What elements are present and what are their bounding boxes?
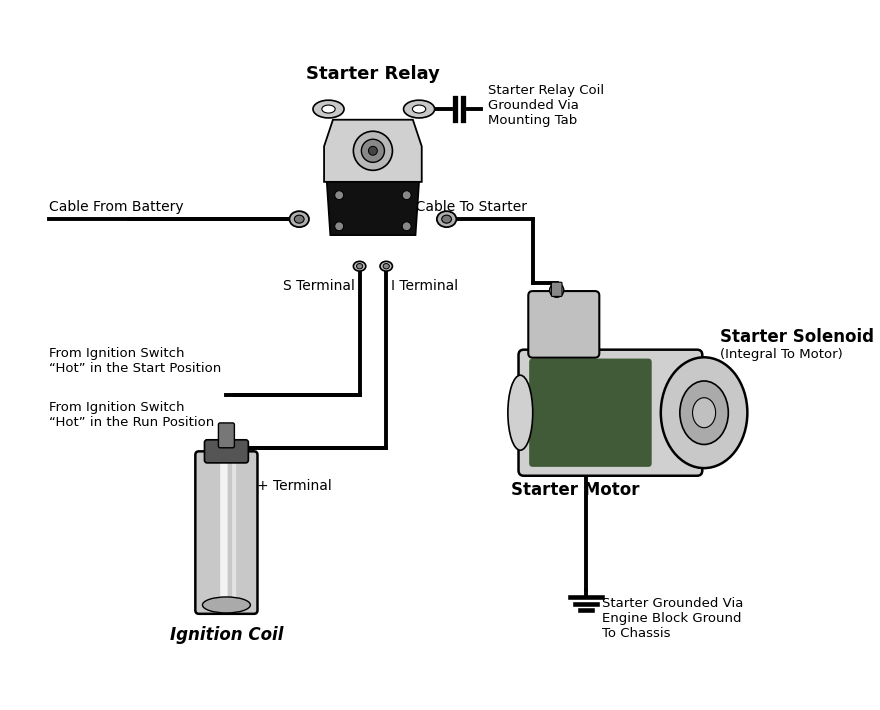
Ellipse shape [508, 375, 532, 450]
Ellipse shape [294, 215, 304, 223]
Text: Ignition Coil: Ignition Coil [170, 626, 283, 644]
FancyBboxPatch shape [220, 459, 228, 607]
Ellipse shape [313, 100, 344, 118]
Ellipse shape [693, 398, 715, 427]
Polygon shape [326, 182, 419, 235]
Text: From Ignition Switch
“Hot” in the Start Position: From Ignition Switch “Hot” in the Start … [48, 347, 221, 376]
Ellipse shape [404, 100, 435, 118]
Text: Starter Relay: Starter Relay [306, 65, 440, 82]
Text: + Terminal: + Terminal [258, 479, 333, 493]
FancyBboxPatch shape [204, 439, 248, 463]
Polygon shape [324, 120, 422, 182]
Ellipse shape [290, 211, 309, 227]
Circle shape [354, 131, 392, 170]
Circle shape [362, 139, 385, 163]
Circle shape [550, 283, 564, 297]
Ellipse shape [442, 215, 451, 223]
Ellipse shape [354, 261, 366, 271]
Ellipse shape [356, 263, 363, 269]
Ellipse shape [680, 381, 729, 444]
FancyBboxPatch shape [528, 291, 599, 358]
FancyBboxPatch shape [529, 359, 652, 467]
Text: From Ignition Switch
“Hot” in the Run Position: From Ignition Switch “Hot” in the Run Po… [48, 400, 214, 429]
Circle shape [402, 222, 411, 231]
FancyBboxPatch shape [232, 459, 236, 606]
FancyBboxPatch shape [518, 349, 702, 476]
Circle shape [334, 222, 343, 231]
Text: ←Cable To Starter: ←Cable To Starter [405, 200, 527, 214]
Ellipse shape [383, 263, 389, 269]
Ellipse shape [436, 211, 457, 227]
Text: Starter Motor: Starter Motor [510, 481, 639, 499]
FancyBboxPatch shape [552, 282, 562, 296]
Ellipse shape [413, 105, 426, 113]
Text: Starter Relay Coil
Grounded Via
Mounting Tab: Starter Relay Coil Grounded Via Mounting… [488, 84, 605, 127]
FancyBboxPatch shape [195, 452, 258, 614]
Ellipse shape [661, 357, 747, 468]
Text: Starter Solenoid: Starter Solenoid [720, 328, 874, 346]
Text: Starter Grounded Via
Engine Block Ground
To Chassis: Starter Grounded Via Engine Block Ground… [602, 597, 744, 640]
Circle shape [402, 191, 411, 200]
Ellipse shape [202, 597, 251, 613]
Text: Cable From Battery: Cable From Battery [48, 200, 183, 214]
Circle shape [334, 191, 343, 200]
Ellipse shape [322, 105, 335, 113]
Text: I Terminal: I Terminal [391, 278, 458, 293]
FancyBboxPatch shape [218, 423, 234, 448]
Text: (Integral To Motor): (Integral To Motor) [720, 348, 843, 361]
Circle shape [369, 146, 378, 155]
Text: S Terminal: S Terminal [283, 278, 356, 293]
Ellipse shape [380, 261, 392, 271]
